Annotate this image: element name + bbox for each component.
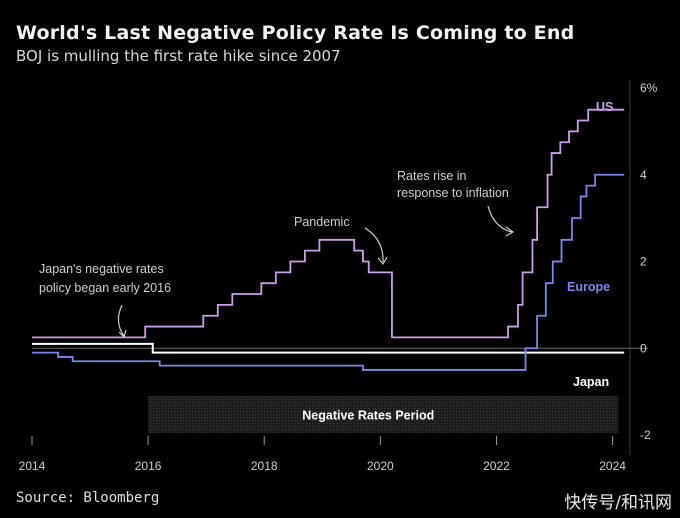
y-tick-label: 2 xyxy=(640,255,647,269)
x-tick-label: 2024 xyxy=(599,459,626,473)
annotation-arrow xyxy=(364,227,384,263)
annotation-japan-negative: Japan's negative rates policy began earl… xyxy=(39,262,171,339)
shade-band xyxy=(148,395,619,433)
negative-rates-shade xyxy=(148,395,619,433)
chart-subtitle: BOJ is mulling the first rate hike since… xyxy=(16,47,341,65)
x-tick-label: 2020 xyxy=(367,459,394,473)
x-tick-label: 2014 xyxy=(19,459,46,473)
y-tick-label: 4 xyxy=(640,168,647,182)
gridlines xyxy=(32,80,648,455)
annotation-line: Japan's negative rates xyxy=(39,262,164,276)
watermark: 快传号/和讯网 xyxy=(564,493,672,513)
series-label-europe: Europe xyxy=(567,280,610,294)
series-label-japan: Japan xyxy=(573,375,609,389)
annotation-arrow xyxy=(117,304,125,337)
annotation-line: response to inflation xyxy=(397,186,509,200)
annotation-line: Rates rise in xyxy=(397,169,467,183)
negative-rates-label: Negative Rates Period xyxy=(302,409,434,423)
annotation-pandemic: Pandemic xyxy=(294,215,388,266)
annotation-arrow xyxy=(487,205,513,233)
series-lines xyxy=(32,108,625,371)
series-label-us: US xyxy=(596,100,613,114)
x-tick-label: 2018 xyxy=(251,459,278,473)
annotation-inflation: Rates rise in response to inflation xyxy=(397,169,515,237)
annotation-line: policy began early 2016 xyxy=(39,281,171,295)
y-tick-label: -2 xyxy=(640,428,651,442)
y-tick-label: 0 xyxy=(640,341,647,355)
annotation-line: Pandemic xyxy=(294,215,350,229)
chart-title: World's Last Negative Policy Rate Is Com… xyxy=(16,22,575,44)
x-tick-label: 2016 xyxy=(135,459,162,473)
series-line-us xyxy=(32,108,625,339)
series-line-europe xyxy=(32,173,625,371)
series-line-japan xyxy=(32,342,625,354)
y-tick-label: 6% xyxy=(640,81,658,95)
x-tick-label: 2022 xyxy=(483,459,510,473)
axis-ticks: 2014 2016 2018 2020 2022 2024 6% 4 2 0 -2 xyxy=(19,81,658,473)
source-note: Source: Bloomberg xyxy=(16,490,160,506)
